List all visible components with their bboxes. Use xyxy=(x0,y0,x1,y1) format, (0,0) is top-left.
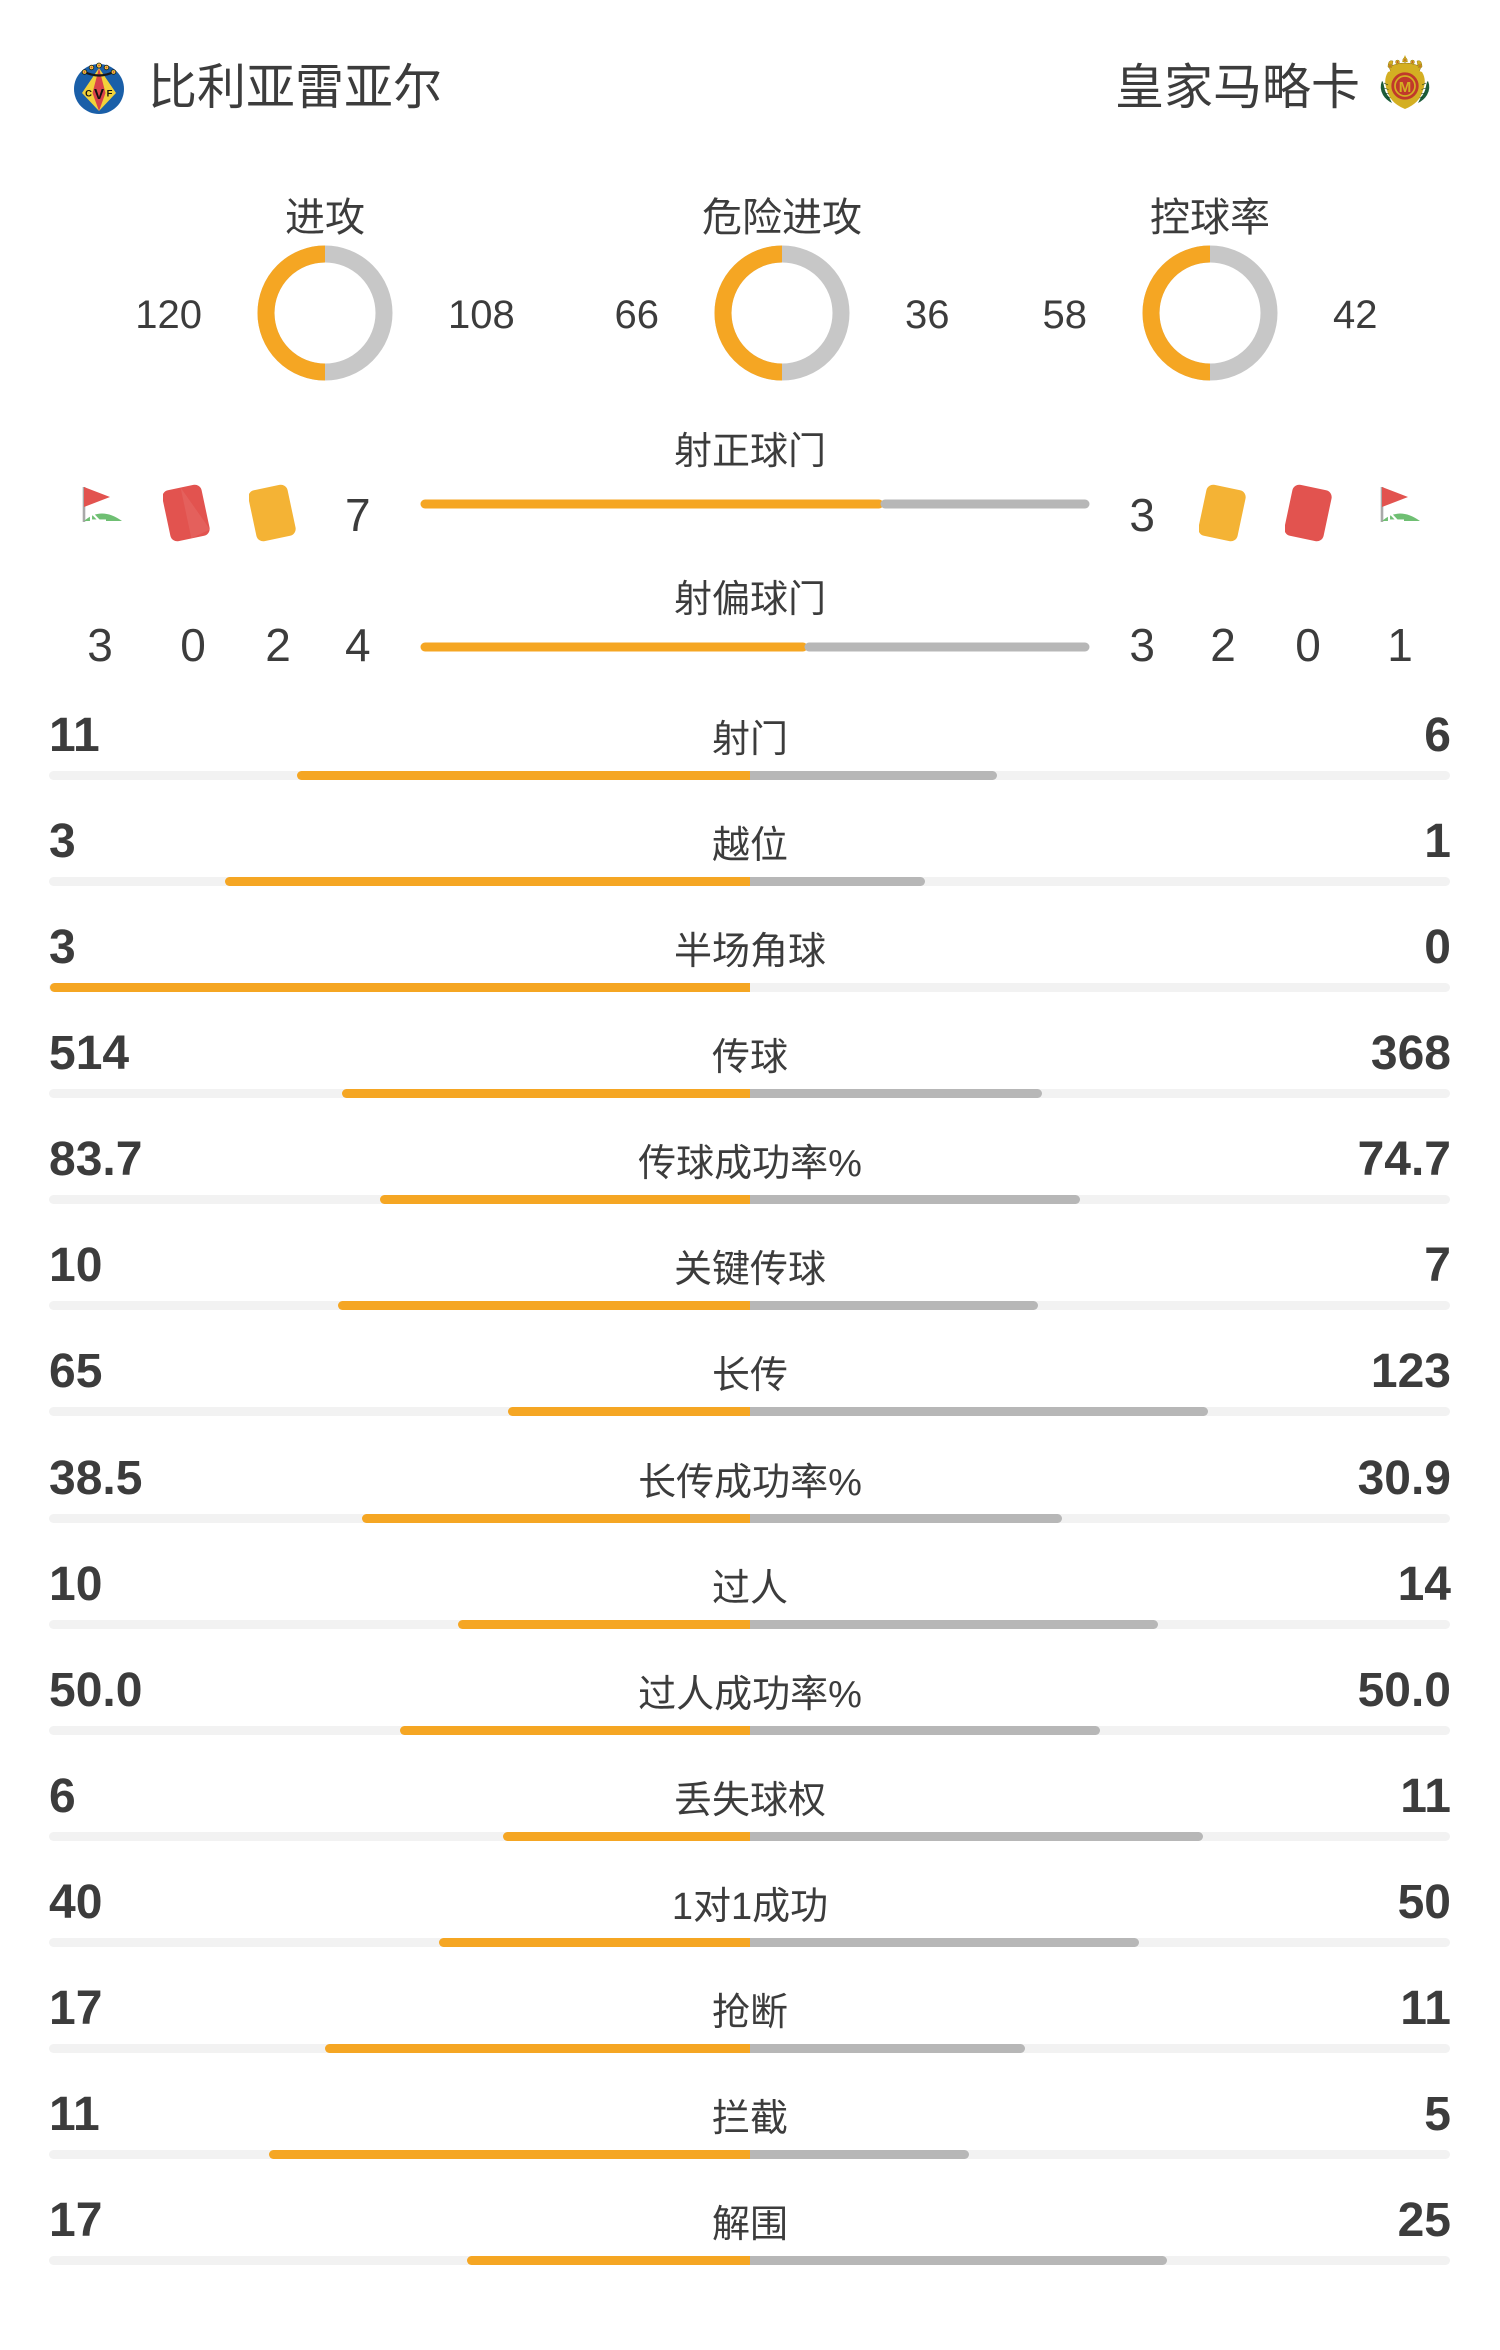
svg-text:F: F xyxy=(107,88,113,99)
svg-text:M: M xyxy=(1399,79,1412,96)
svg-text:V: V xyxy=(94,86,104,103)
svg-text:C: C xyxy=(85,88,92,99)
